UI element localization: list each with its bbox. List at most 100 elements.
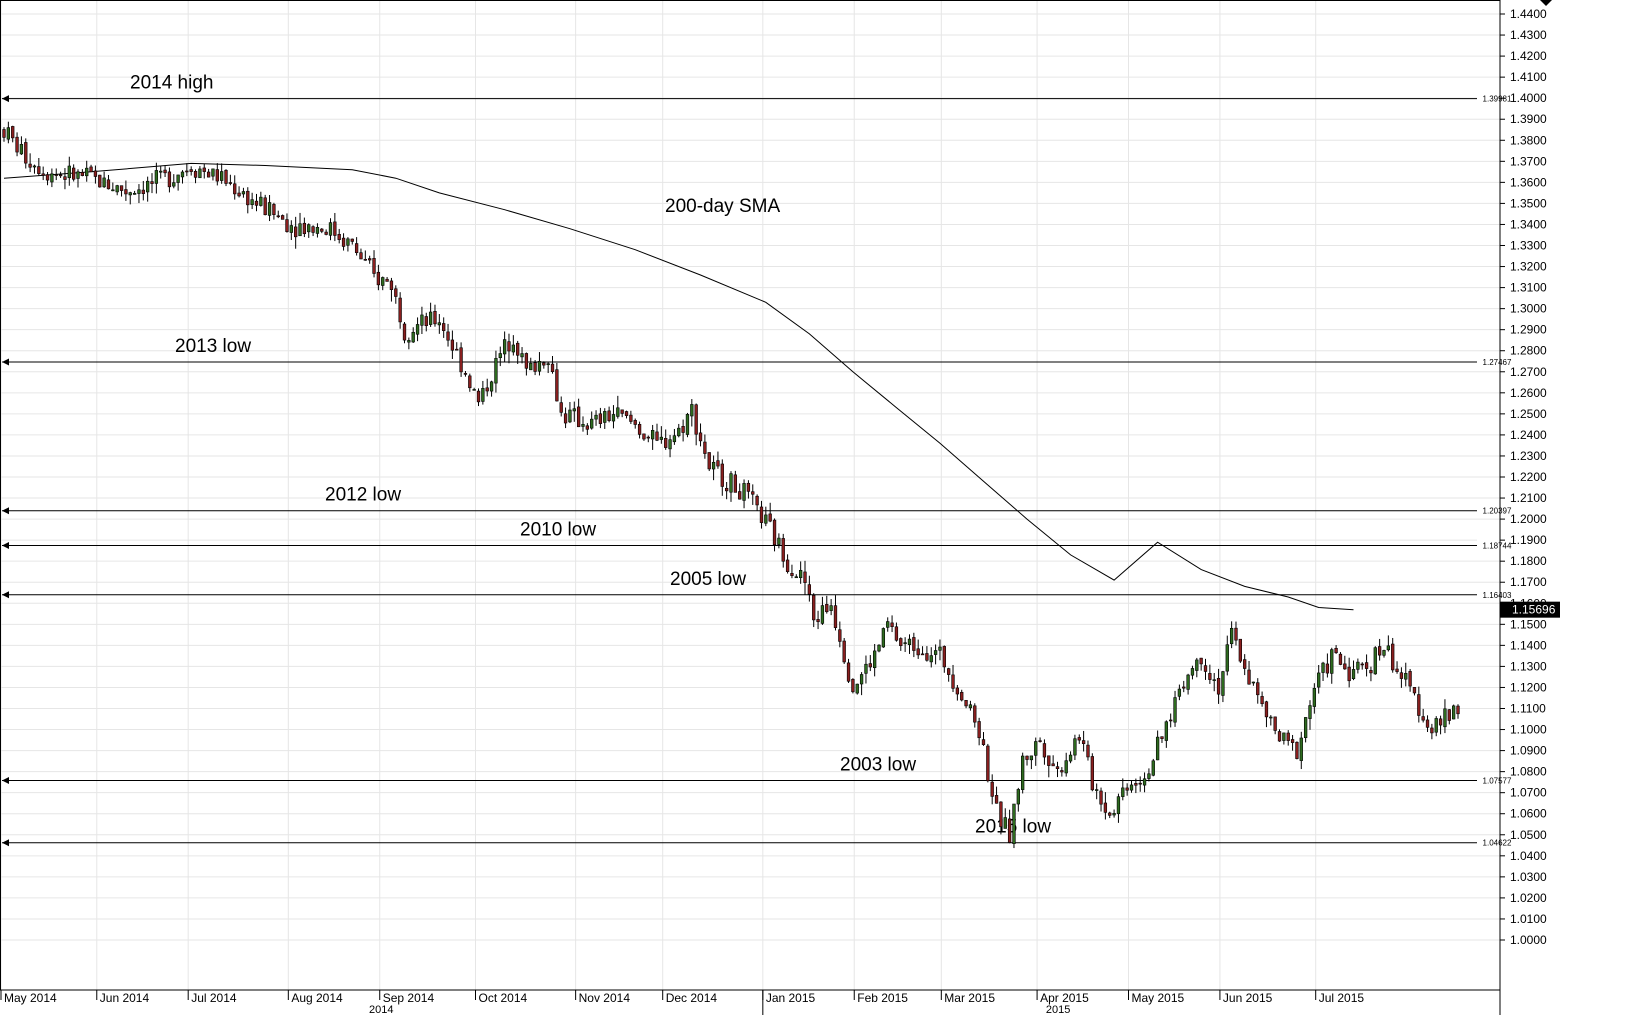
candle-body (324, 231, 328, 235)
x-tick-label: Dec 2014 (666, 991, 718, 1005)
candle-body (1421, 716, 1425, 721)
y-tick-label: 1.4300 (1510, 28, 1547, 42)
candle-body (1042, 743, 1047, 758)
candle-body (45, 174, 50, 181)
candle-body (794, 576, 798, 579)
x-tick-label: May 2015 (1132, 991, 1185, 1005)
candle-body (1321, 662, 1325, 673)
candle-body (433, 310, 437, 325)
candle-body (1007, 818, 1012, 843)
candle-body (1125, 787, 1129, 791)
candle-body (920, 653, 925, 656)
candle-body (102, 177, 106, 188)
candle-body (1408, 671, 1412, 687)
candle-body (1073, 738, 1077, 756)
level-price-label: 1.20397 (1483, 507, 1512, 516)
y-tick-label: 1.3400 (1510, 217, 1547, 231)
candle-body (1356, 661, 1360, 670)
candle-body (1269, 716, 1273, 719)
candle-body (1277, 731, 1282, 742)
candle-body (559, 402, 563, 413)
level-label: 2014 high (130, 73, 213, 94)
candle-body (1160, 736, 1164, 739)
candle-body (333, 221, 337, 236)
candle-body (106, 179, 111, 190)
candle-body (1303, 717, 1308, 738)
candle-body (98, 174, 102, 188)
candle-body (1434, 718, 1438, 733)
candle-body (568, 409, 572, 423)
candle-body (54, 174, 58, 176)
candle-body (990, 781, 994, 797)
candle-body (520, 353, 524, 358)
candle-body (585, 425, 589, 430)
candle-body (150, 181, 154, 184)
candle-body (198, 168, 202, 179)
last-price-box (1500, 601, 1560, 618)
candle-body (294, 226, 298, 238)
candle-body (346, 238, 350, 246)
candle-body (215, 169, 219, 182)
candle-body (603, 411, 607, 423)
arrow-left-icon (2, 777, 9, 785)
level-price-label: 1.04622 (1483, 839, 1512, 848)
candle-body (2, 129, 6, 138)
candle-body (981, 739, 986, 745)
x-tick-label: May 2014 (4, 991, 57, 1005)
candle-body (1364, 662, 1369, 669)
candle-body (442, 323, 446, 331)
candle-body (1273, 716, 1277, 731)
candle-body (228, 182, 233, 184)
candle-body (707, 452, 711, 470)
candle-body (1147, 773, 1151, 779)
sma-line (3, 162, 1354, 611)
candle-body (624, 411, 629, 416)
candle-body (280, 215, 285, 220)
level-price-label: 1.18744 (1483, 542, 1512, 551)
candle-body (694, 404, 698, 435)
candle-body (502, 339, 507, 355)
candle-body (141, 189, 145, 194)
candle-body (455, 348, 459, 351)
candle-body (389, 280, 394, 290)
candle-body (738, 491, 742, 500)
candle-body (659, 436, 663, 440)
candle-body (563, 413, 568, 424)
candle-body (276, 215, 280, 218)
candle-body (650, 429, 655, 440)
candle-body (1308, 705, 1312, 719)
candle-body (180, 171, 185, 178)
y-tick-label: 1.0400 (1510, 849, 1547, 863)
candle-body (489, 381, 494, 392)
candle-body (986, 745, 990, 782)
candle-body (246, 190, 250, 206)
y-tick-label: 1.0500 (1510, 828, 1547, 842)
candle-body (746, 482, 751, 492)
candle-body (620, 409, 624, 414)
candle-body (289, 225, 293, 233)
level-price-bg (1477, 836, 1517, 849)
candle-body (1003, 817, 1007, 829)
candle-body (1216, 677, 1221, 695)
candle-body (1234, 627, 1238, 641)
candle-body (616, 407, 620, 417)
y-tick-label: 1.2800 (1510, 344, 1547, 358)
candle-body (1081, 740, 1086, 744)
level-price-bg (1477, 774, 1517, 787)
candle-body (1208, 673, 1212, 680)
candle-body (1430, 727, 1434, 734)
candle-body (494, 358, 498, 384)
level-label: 2010 low (520, 520, 596, 541)
candle-body (6, 127, 11, 140)
candle-body (111, 189, 115, 192)
candle-body (311, 226, 315, 233)
candle-body (1138, 782, 1142, 785)
candle-body (890, 622, 894, 627)
candle-body (933, 650, 938, 655)
candle-body (1451, 705, 1456, 720)
candle-body (1443, 708, 1447, 728)
candle-body (1295, 741, 1299, 759)
candle-body (1134, 783, 1138, 786)
candle-body (542, 362, 546, 366)
scroll-marker-icon (1540, 0, 1552, 6)
